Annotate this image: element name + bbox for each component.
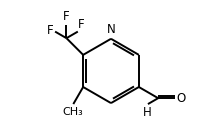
Text: CH₃: CH₃ — [62, 107, 83, 117]
Text: F: F — [47, 24, 54, 37]
Text: F: F — [63, 10, 70, 23]
Text: F: F — [78, 18, 85, 31]
Text: N: N — [107, 23, 116, 36]
Text: H: H — [143, 106, 152, 119]
Text: O: O — [177, 92, 186, 105]
